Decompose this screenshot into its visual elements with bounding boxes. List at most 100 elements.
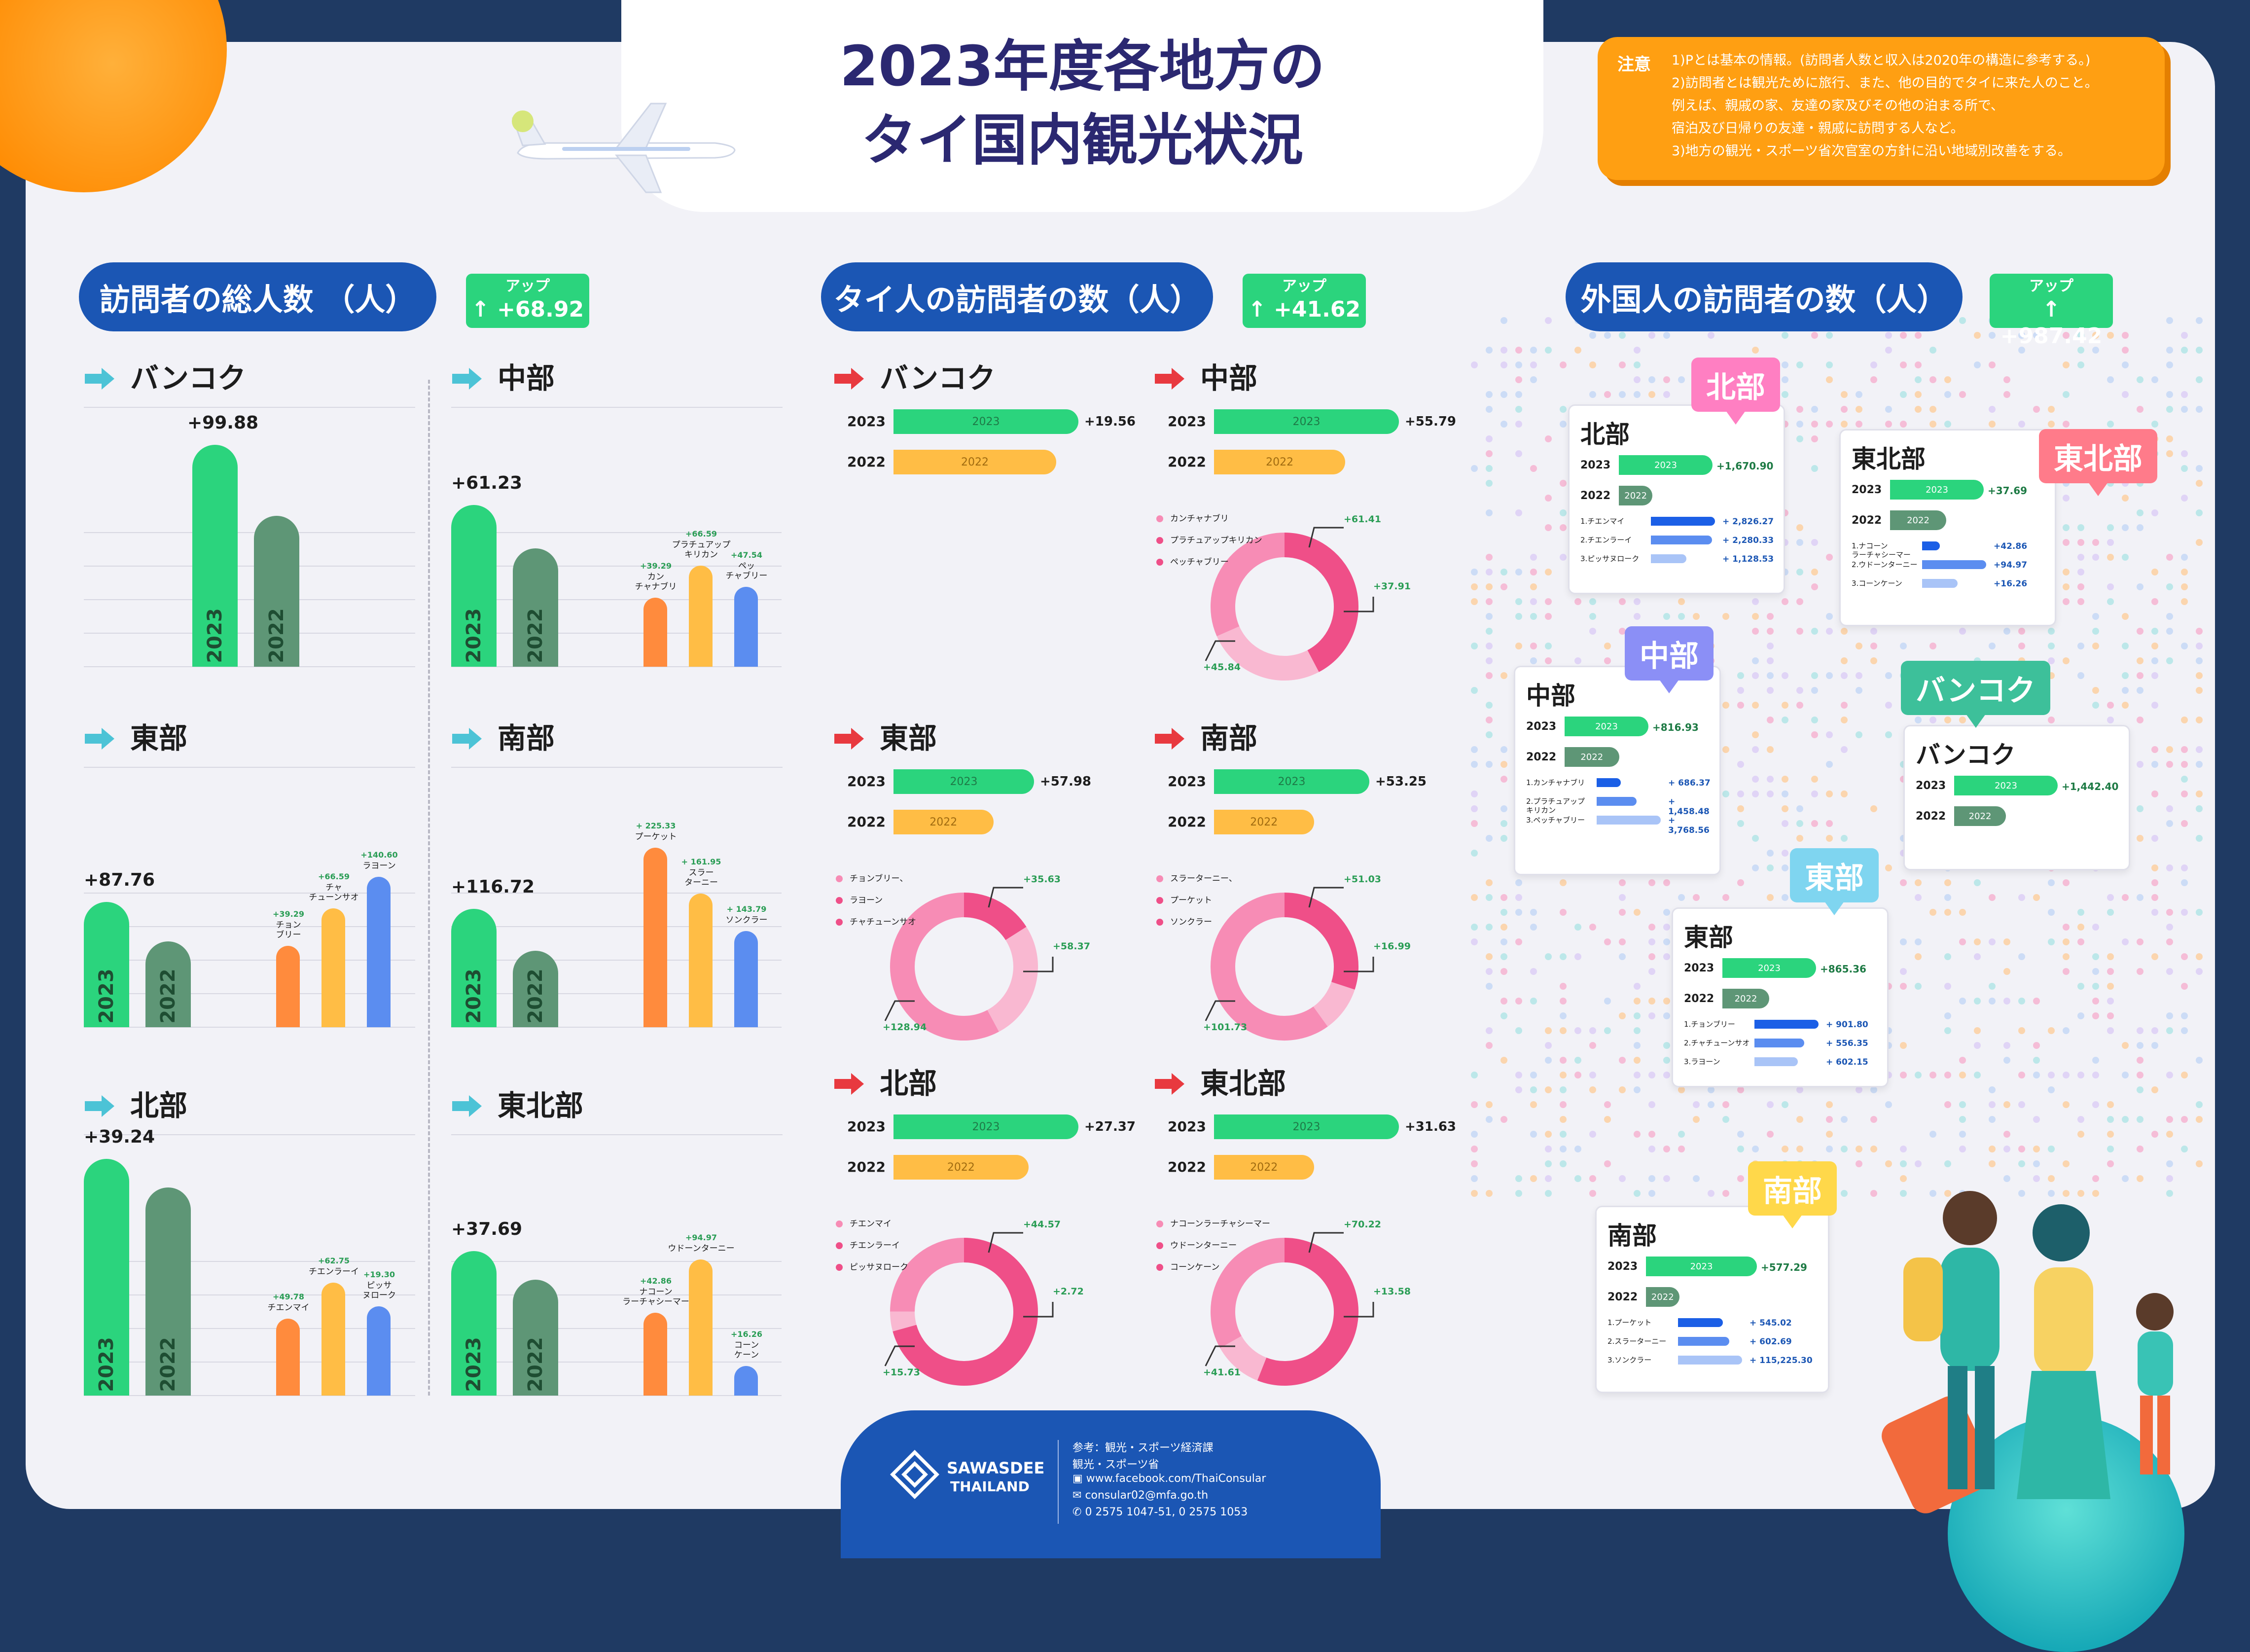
region-name: 北部 — [130, 1089, 188, 1122]
year-label: 2023 — [1526, 720, 1557, 733]
year-label: 2022 — [1168, 1159, 1206, 1175]
region-change-value: +31.63 — [1405, 1119, 1457, 1134]
mail-icon: ✉ — [1072, 1489, 1085, 1502]
province-name: 1.ナコーン ラーチャシーマー — [1852, 541, 1911, 559]
province-change: +49.78 — [272, 1292, 304, 1302]
footer-facebook[interactable]: ▣ www.facebook.com/ThaiConsular — [1072, 1472, 1266, 1485]
year-hbar: 2023 — [893, 1114, 1078, 1139]
bar-year-label: 2023 — [95, 1337, 118, 1392]
province-name: プラチュアップ キリカン — [672, 539, 731, 560]
legend-dot — [836, 897, 843, 904]
year-label: 2023 — [1168, 773, 1206, 790]
region-change-value: +1,442.40 — [2062, 781, 2119, 792]
bar-year-label: 2023 — [95, 969, 118, 1024]
legend-item: ラヨーン — [836, 890, 916, 911]
bar-year-label: 2023 — [204, 608, 226, 663]
province-change: +47.54 — [730, 550, 762, 560]
donut-legend: チエンマイ チエンラーイ ピッサヌローク — [836, 1213, 908, 1278]
province-change: +66.59 — [318, 871, 350, 881]
year-label: 2022 — [1916, 810, 1946, 823]
province-bar — [1922, 541, 1940, 550]
province-bar — [1597, 778, 1621, 787]
region-heading: 東部 — [833, 715, 937, 756]
legend-item: ウドーンターニー — [1156, 1235, 1270, 1257]
legend-label: カンチャナブリ — [1170, 514, 1229, 524]
donut-value: +128.94 — [883, 1022, 927, 1033]
donut-chart — [884, 1232, 1054, 1386]
region-change-value: +116.72 — [451, 877, 535, 898]
page-title-line1: 2023年度各地方の — [840, 35, 1325, 99]
legend-dot — [1156, 897, 1163, 904]
province-name: 1.チエンマイ — [1580, 517, 1625, 526]
column-divider — [428, 380, 430, 1396]
legend-label: ラヨーン — [850, 896, 883, 905]
arrow-icon — [1154, 1069, 1185, 1095]
gridline — [451, 1134, 783, 1135]
year-label: 2023 — [1168, 1118, 1206, 1135]
province-bar — [276, 946, 300, 1027]
donut-value: +45.84 — [1203, 662, 1241, 673]
province-bar — [1922, 560, 1986, 569]
region-tag: 東部 — [1790, 848, 1879, 915]
gridline — [84, 767, 415, 768]
badge-value: ↑ +68.92 — [471, 297, 584, 322]
region-name: 中部 — [1200, 361, 1258, 395]
region-change-value: +19.56 — [1084, 414, 1136, 429]
leader-line — [1023, 1302, 1054, 1318]
donut-value: +58.37 — [1053, 941, 1091, 952]
region-heading: 中部 — [1154, 355, 1257, 396]
year-bar: 2022 — [145, 941, 191, 1027]
region-change-value: +57.98 — [1040, 774, 1092, 789]
bar-year-label: 2023 — [463, 969, 485, 1024]
gridline — [84, 993, 415, 994]
year-label: 2023 — [1852, 484, 1882, 496]
arrow-icon — [833, 1069, 865, 1095]
year-label: 2023 — [1168, 413, 1206, 430]
province-change: +16.26 — [730, 1329, 762, 1339]
donut-slice — [964, 893, 1027, 940]
donut-value: +37.91 — [1373, 581, 1411, 592]
travelers-illustration — [1882, 1191, 2174, 1513]
year-hbar: 2023 — [893, 769, 1034, 794]
province-change: +42.86 — [640, 1276, 672, 1286]
province-name: カン チャナブリ — [635, 572, 677, 592]
year-hbar: 2023 — [1619, 455, 1713, 475]
province-bar — [367, 877, 391, 1027]
province-change: +39.29 — [272, 909, 304, 919]
year-label: 2022 — [1684, 993, 1714, 1005]
gridline — [84, 407, 415, 408]
gridline — [84, 666, 415, 667]
title-box: 2023年度各地方の タイ国内観光状況 — [621, 0, 1543, 212]
year-hbar: 2022 — [1722, 989, 1769, 1008]
legend-dot — [1156, 1221, 1163, 1227]
footer-mail[interactable]: ✉ consular02@mfa.go.th — [1072, 1489, 1209, 1502]
arrow-icon — [84, 364, 115, 390]
legend-item: プラチュアップキリカン — [1156, 530, 1262, 551]
leader-line — [884, 1000, 915, 1021]
gridline — [84, 566, 415, 567]
donut-slice — [1313, 981, 1355, 1027]
bar-year-label: 2022 — [524, 969, 547, 1024]
donut-legend: ナコーンラーチャシーマー ウドーンターニー コーンケーン — [1156, 1213, 1270, 1278]
province-bar — [1922, 579, 1958, 588]
year-label: 2022 — [1168, 454, 1206, 470]
province-name: プーケット — [635, 832, 677, 842]
region-tag: バンコク — [1901, 661, 2050, 728]
legend-item: チャチューンサオ — [836, 911, 916, 933]
year-label: 2022 — [1852, 514, 1882, 527]
donut-value: +13.58 — [1373, 1286, 1411, 1297]
section-total-title: 訪問者の総人数 （人） — [79, 262, 436, 331]
province-change: + 556.35 — [1826, 1039, 1868, 1048]
donut-slice — [1211, 533, 1285, 637]
legend-label: ウドーンターニー — [1170, 1241, 1237, 1251]
donut-slice — [890, 893, 999, 1041]
year-label: 2023 — [1607, 1260, 1638, 1273]
gridline — [84, 926, 415, 927]
year-hbar: 2023 — [1954, 776, 2058, 795]
province-change: + 901.80 — [1826, 1020, 1868, 1030]
gridline — [84, 1294, 415, 1295]
province-bar — [689, 1259, 713, 1396]
province-name: ピッサ ヌローク — [362, 1280, 396, 1300]
donut-value: +16.99 — [1373, 941, 1411, 952]
year-label: 2022 — [847, 814, 886, 830]
